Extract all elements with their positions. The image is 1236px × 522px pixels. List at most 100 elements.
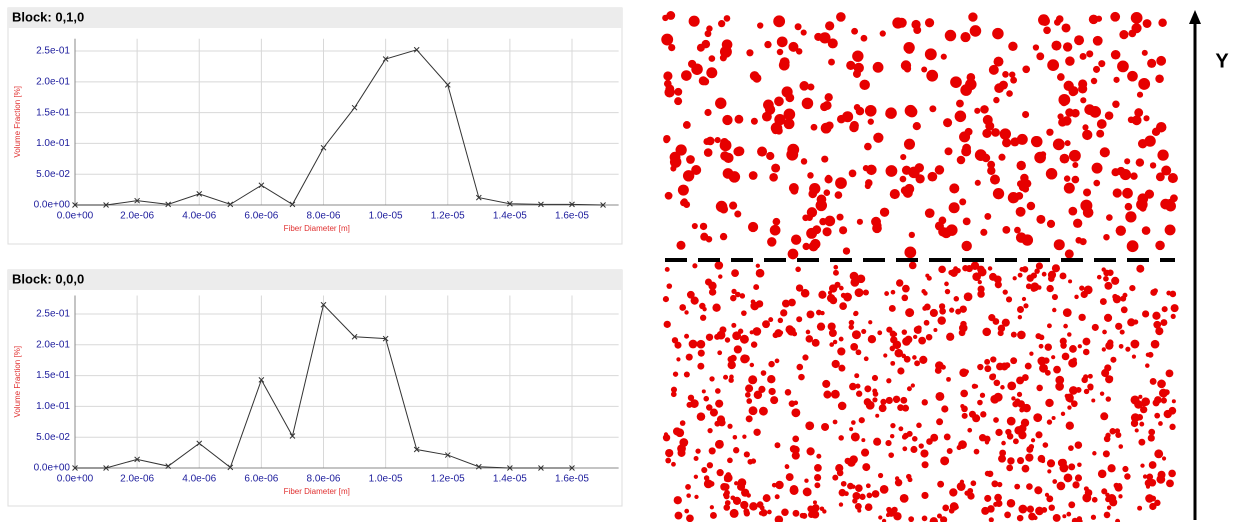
fiber	[924, 18, 935, 28]
fiber	[885, 439, 892, 447]
fiber	[1135, 158, 1145, 167]
fiber	[862, 463, 871, 472]
fiber	[1148, 428, 1156, 436]
fiber	[703, 395, 710, 402]
y-tick-label: 1.0e-01	[36, 138, 70, 149]
fiber	[1127, 318, 1136, 327]
fiber	[732, 331, 742, 341]
fiber	[774, 515, 784, 522]
fiber	[731, 288, 737, 294]
fiber	[723, 504, 731, 511]
fiber	[745, 415, 753, 423]
fiber	[1016, 391, 1023, 398]
fiber	[1043, 26, 1051, 35]
fiber	[818, 290, 827, 299]
fiber	[1071, 175, 1080, 184]
fiber	[709, 376, 715, 382]
fiber	[1037, 356, 1047, 366]
fiber	[923, 319, 930, 326]
fiber	[764, 40, 772, 49]
fiber	[784, 389, 792, 396]
fiber	[671, 461, 676, 467]
fiber	[1047, 270, 1057, 279]
fiber	[842, 247, 851, 255]
fiber	[1104, 111, 1114, 120]
fiber	[914, 360, 921, 367]
fiber	[791, 331, 798, 337]
y-axis-label: Volume Fraction [%]	[13, 86, 22, 158]
fiber	[768, 360, 775, 368]
fiber	[926, 275, 932, 281]
fiber	[989, 174, 1000, 185]
fiber	[750, 341, 758, 348]
panel	[7, 7, 623, 245]
fiber	[853, 311, 858, 317]
fiber	[902, 284, 910, 293]
fiber	[933, 327, 938, 333]
fiber	[745, 384, 754, 393]
fiber	[1046, 459, 1056, 468]
fiber	[855, 349, 862, 356]
fiber	[1161, 306, 1168, 313]
fiber	[1118, 343, 1124, 349]
fiber	[823, 390, 832, 399]
fiber	[828, 58, 835, 66]
fiber	[1014, 483, 1021, 490]
fiber	[1006, 464, 1014, 472]
fiber	[938, 303, 946, 310]
fiber	[790, 234, 802, 245]
fiber	[1036, 262, 1042, 269]
fiber	[1072, 161, 1079, 169]
fiber	[1026, 274, 1034, 282]
fiber	[688, 339, 698, 349]
fiber	[718, 20, 726, 28]
fiber	[855, 390, 863, 397]
fiber	[921, 491, 929, 500]
fiber	[748, 375, 758, 385]
point-marker	[227, 464, 234, 471]
fiber	[729, 374, 734, 380]
fiber	[1092, 451, 1097, 456]
fiber	[1112, 100, 1120, 108]
fiber	[1015, 191, 1024, 200]
fiber	[1012, 276, 1017, 281]
fiber	[1063, 473, 1073, 483]
fiber	[1004, 362, 1011, 369]
fiber	[1038, 343, 1044, 349]
fiber	[1053, 239, 1065, 251]
fiber	[677, 184, 689, 196]
fiber	[1065, 56, 1075, 66]
fiber	[772, 217, 781, 226]
fiber	[926, 69, 939, 82]
fiber	[741, 310, 747, 316]
fiber	[674, 87, 683, 96]
chart-title: Block: 0,0,0	[12, 271, 84, 286]
fiber	[1115, 431, 1122, 439]
fiber	[1140, 463, 1145, 468]
fiber	[866, 492, 873, 499]
fiber	[1156, 55, 1167, 66]
fiber	[988, 64, 999, 75]
point-marker	[320, 144, 327, 151]
fiber	[1033, 515, 1038, 521]
fiber	[1130, 413, 1140, 423]
fiber	[1165, 369, 1174, 378]
fiber	[740, 500, 749, 510]
fiber	[698, 76, 708, 86]
fiber	[902, 446, 908, 452]
fiber	[958, 323, 968, 333]
x-tick-label: 0.0e+00	[57, 474, 94, 485]
fiber	[787, 143, 800, 156]
fiber	[796, 363, 804, 371]
fiber	[984, 494, 992, 502]
fiber	[986, 470, 994, 478]
fiber	[749, 502, 758, 511]
point-marker	[507, 200, 513, 207]
fiber	[1112, 188, 1122, 198]
fiber	[723, 152, 734, 164]
fiber	[996, 362, 1004, 371]
fiber	[989, 272, 997, 281]
fiber	[806, 447, 815, 456]
fiber	[846, 60, 856, 70]
fiber	[899, 493, 909, 503]
